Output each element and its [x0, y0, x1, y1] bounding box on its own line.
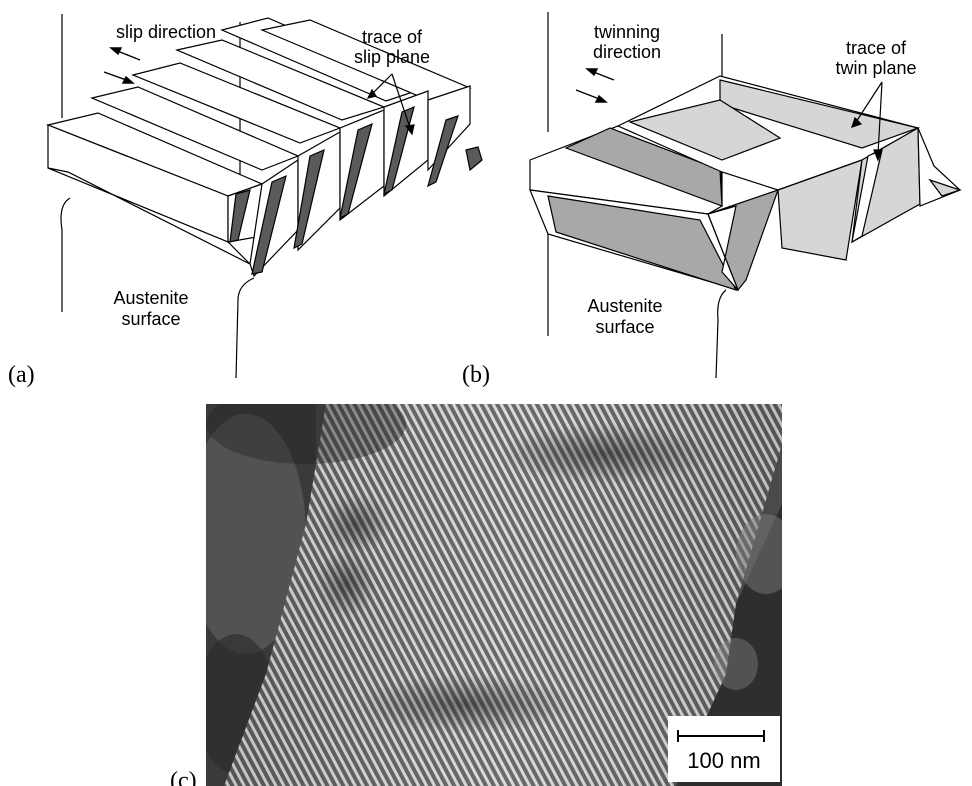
scale-bar-box: 100 nm — [668, 716, 780, 782]
scale-bar-label: 100 nm — [687, 748, 761, 773]
panel-label-c: (c) — [170, 768, 197, 786]
slip-diagram — [46, 14, 483, 379]
austenite-surface-label-b-line2: surface — [595, 317, 655, 337]
twinning-direction-label-line1: twinning — [593, 22, 661, 42]
tem-micrograph — [206, 404, 782, 786]
slip-plane-label-line1: trace of — [361, 27, 423, 47]
austenite-surface-label-b-line1: Austenite — [587, 296, 663, 316]
twinning-direction-label-line2: direction — [592, 42, 662, 62]
twinning-diagram — [529, 12, 962, 379]
slip-plane-label-line2: slip plane — [353, 47, 431, 67]
scale-bar — [677, 730, 765, 742]
austenite-surface-label-a-line2: surface — [121, 309, 181, 329]
twin-plane-label-line2: twin plane — [835, 58, 917, 78]
panel-label-b: (b) — [462, 362, 490, 388]
slip-direction-label: slip direction — [116, 22, 217, 42]
twin-plane-label-line1: trace of — [845, 38, 907, 58]
austenite-surface-label-a-line1: Austenite — [113, 288, 189, 308]
panel-label-a: (a) — [8, 362, 35, 388]
